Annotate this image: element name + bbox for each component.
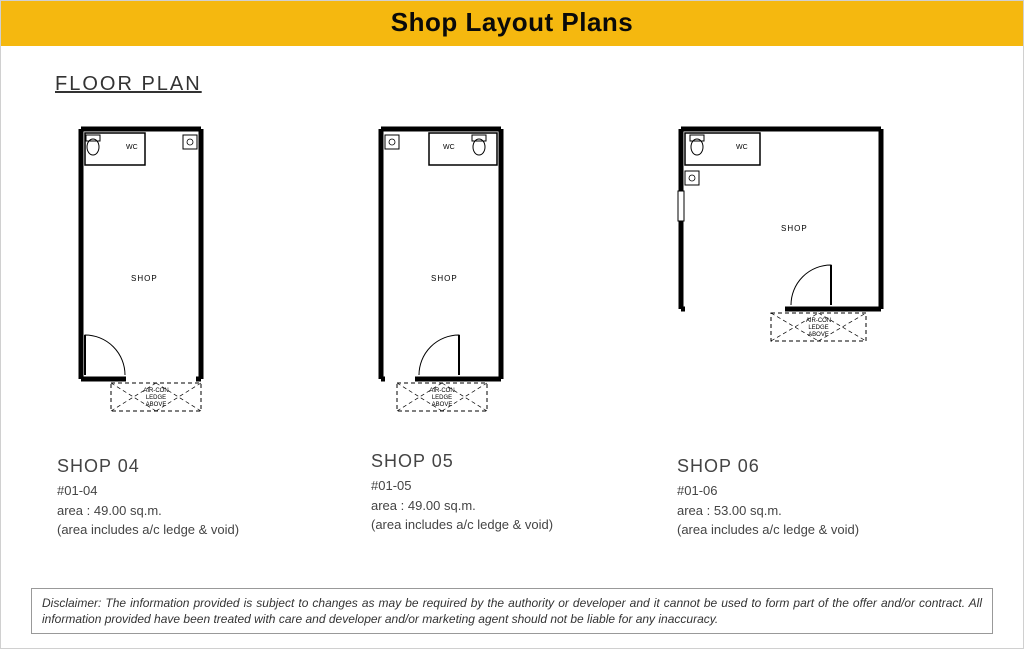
svg-text:ABOVE: ABOVE [432,402,453,408]
svg-text:AIR-CON: AIR-CON [429,388,454,394]
shop-note: (area includes a/c ledge & void) [57,520,337,540]
svg-text:SHOP: SHOP [131,274,158,283]
svg-text:WC: WC [736,144,748,151]
shop-unit: #01-04 [57,481,337,501]
section-title: FLOOR PLAN [55,73,202,96]
shop-area: area : 49.00 sq.m. [371,496,651,516]
svg-text:ABOVE: ABOVE [146,402,167,408]
info-block-0: SHOP 04 #01-04area : 49.00 sq.m.(area inc… [57,456,337,540]
svg-text:ABOVE: ABOVE [808,332,829,338]
disclaimer-box: Disclaimer: The information provided is … [31,588,993,634]
shop-unit: #01-06 [677,481,957,501]
svg-text:AIR-CON: AIR-CON [143,388,168,394]
shop-unit: #01-05 [371,476,651,496]
page-banner: Shop Layout Plans [1,1,1023,46]
svg-text:SHOP: SHOP [431,274,458,283]
plan-shop05: WC SHOP AIR-CONLEDGEABOVE [371,121,551,421]
svg-text:SHOP: SHOP [781,224,808,233]
svg-text:AIR-CON: AIR-CON [806,318,831,324]
shop-title: SHOP 06 [677,456,957,477]
info-block-2: SHOP 06 #01-06area : 53.00 sq.m.(area inc… [677,456,957,540]
floor-plan-shop06: WC SHOP AIR-CONLEDGEABOVE [671,121,911,421]
plan-shop04: WC SHOP AIR-CONLEDGEABOVE [71,121,251,421]
svg-text:LEDGE: LEDGE [808,325,828,331]
shop-area: area : 53.00 sq.m. [677,501,957,521]
svg-text:LEDGE: LEDGE [146,395,166,401]
info-block-1: SHOP 05 #01-05area : 49.00 sq.m.(area inc… [371,451,651,535]
svg-text:WC: WC [443,144,455,151]
svg-text:LEDGE: LEDGE [432,395,452,401]
disclaimer-text: Disclaimer: The information provided is … [42,596,982,626]
shop-note: (area includes a/c ledge & void) [677,520,957,540]
shop-area: area : 49.00 sq.m. [57,501,337,521]
plan-shop06: WC SHOP AIR-CONLEDGEABOVE [671,121,911,421]
banner-title: Shop Layout Plans [391,7,634,37]
svg-text:WC: WC [126,144,138,151]
floor-plan-shop04: WC SHOP AIR-CONLEDGEABOVE [71,121,251,421]
floor-plan-shop05: WC SHOP AIR-CONLEDGEABOVE [371,121,551,421]
floor-plans-row: WCSHOPAIR-CONLEDGEABOVEWCSHOPAIR-CONLEDG… [1,121,1023,441]
shop-title: SHOP 05 [371,451,651,472]
shop-title: SHOP 04 [57,456,337,477]
shop-note: (area includes a/c ledge & void) [371,515,651,535]
